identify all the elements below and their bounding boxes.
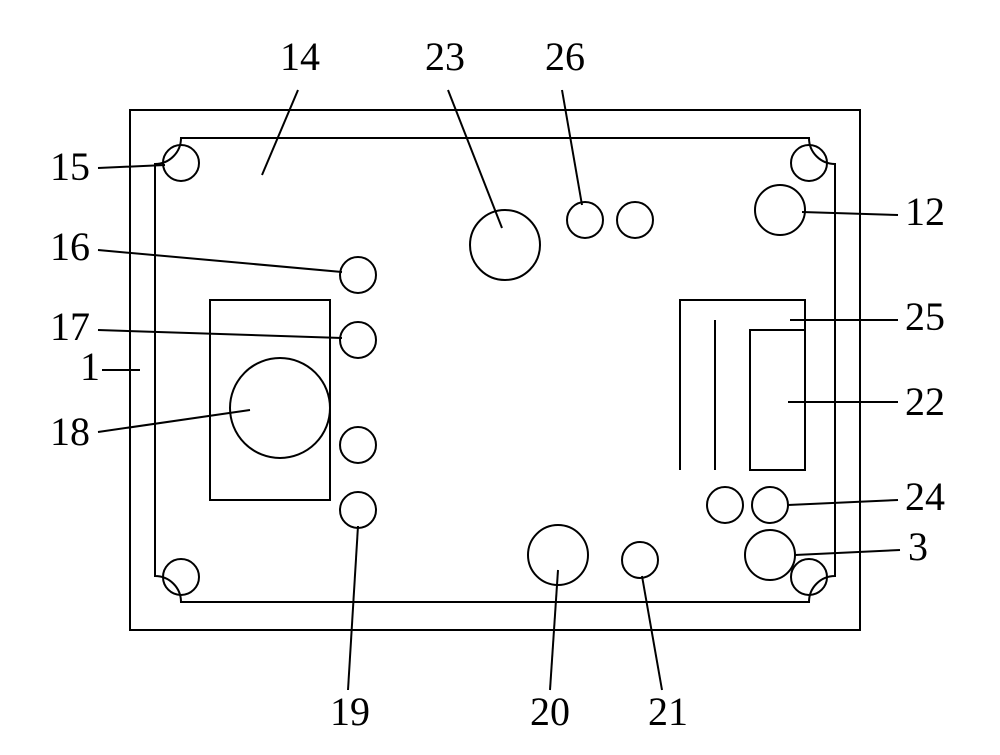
leader-line-18 (98, 410, 250, 432)
leader-line-21 (642, 576, 662, 690)
leader-line-17 (98, 330, 342, 338)
label-20: 20 (530, 689, 570, 734)
vertical-hole-2 (340, 427, 376, 463)
label-19: 19 (330, 689, 370, 734)
top-big-circle (470, 210, 540, 280)
top-pair-hole-1 (617, 202, 653, 238)
leader-line-12 (802, 212, 898, 215)
label-1: 1 (80, 344, 100, 389)
bottom-right-pair-0 (707, 487, 743, 523)
leader-line-3 (795, 550, 900, 555)
left-block-circle (230, 358, 330, 458)
leader-line-26 (562, 90, 582, 205)
technical-diagram: 1 3 12 14 15 16 17 18 19 20 21 22 23 24 25 26 (0, 0, 1000, 755)
bottom-small-hole (622, 542, 658, 578)
label-14: 14 (280, 34, 320, 79)
right-inner-block (750, 330, 805, 470)
label-24: 24 (905, 474, 945, 519)
label-23: 23 (425, 34, 465, 79)
label-26: 26 (545, 34, 585, 79)
leader-line-19 (348, 526, 358, 690)
label-16: 16 (50, 224, 90, 269)
leader-line-16 (98, 250, 342, 272)
leader-line-14 (262, 90, 298, 175)
corner-hole-3 (791, 559, 827, 595)
leader-line-24 (788, 500, 898, 505)
label-15: 15 (50, 144, 90, 189)
label-21: 21 (648, 689, 688, 734)
label-25: 25 (905, 294, 945, 339)
top-right-big-hole (755, 185, 805, 235)
label-12: 12 (905, 189, 945, 234)
right-u-shape (680, 300, 805, 470)
vertical-hole-1 (340, 322, 376, 358)
bottom-right-pair-1 (752, 487, 788, 523)
top-pair-hole-0 (567, 202, 603, 238)
label-18: 18 (50, 409, 90, 454)
label-22: 22 (905, 379, 945, 424)
corner-hole-2 (163, 559, 199, 595)
corner-hole-1 (791, 145, 827, 181)
bottom-right-big-hole (745, 530, 795, 580)
corner-hole-0 (163, 145, 199, 181)
left-block (210, 300, 330, 500)
vertical-hole-3 (340, 492, 376, 528)
label-17: 17 (50, 304, 90, 349)
vertical-hole-0 (340, 257, 376, 293)
label-3: 3 (908, 524, 928, 569)
